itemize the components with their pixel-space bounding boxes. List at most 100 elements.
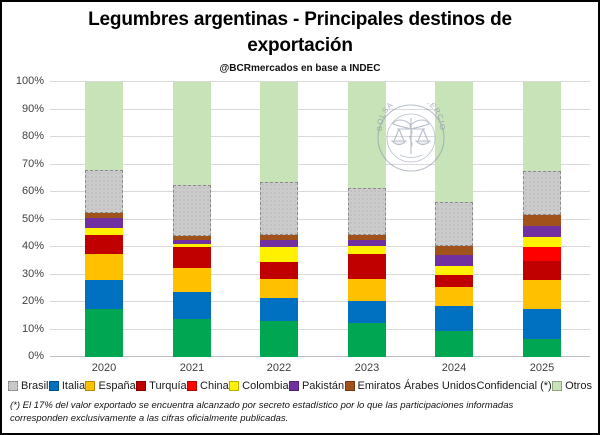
gridline-10% [50,328,590,330]
legend-swatch-pakistan [288,381,299,391]
legend-label-colombia: Colombia [242,380,289,392]
legend-swatch-china [187,381,198,391]
y-tick-50%: 50% [21,212,44,225]
bar-segment-italia-2021 [173,292,211,319]
legend-item-otros: Otros [552,380,592,392]
page-title-text: Legumbres argentinas - Principales desti… [88,9,512,56]
bar-segment-italia-2025 [523,308,561,340]
gridline-20% [50,301,590,302]
y-tick-40%: 40% [21,240,44,252]
legend-swatch-espana [85,381,96,391]
bar-segment-emiratos-arabes-unidos-2020 [85,212,123,219]
y-tick-70%: 70% [21,157,44,170]
bar-segment-confidencial-2020 [85,170,123,213]
legend-swatch-turquia [136,381,147,391]
bar-segment-brasil-2021 [173,318,211,357]
legend-item-confidencial: Confidencial (*) [8,380,552,392]
legend: Brasil Italia España Turquía China Colombia Pa… [8,378,592,394]
legend-label-confidencial: Confidencial (*) [476,380,552,392]
legend-item-italia: Italia [48,380,85,392]
bar-segment-colombia-2020 [85,227,123,235]
chart-subtitle: @BCRmercados en base a INDEC [219,63,381,74]
bar-segment-otros-2022 [260,82,298,183]
bar-segment-italia-2024 [435,306,473,331]
gridline-100% [50,81,590,82]
y-tick-60%: 60% [21,185,44,197]
legend-item-china: China [187,380,229,392]
bar-segment-espana-2020 [85,253,123,280]
gridline-30% [50,273,590,275]
x-tick-2024: 2024 [441,362,467,374]
bar-2022 [260,82,298,357]
x-tick-2020: 2020 [91,362,117,374]
bar-segment-otros-2020 [85,82,123,170]
bar-segment-emiratos-arabes-unidos-2021 [173,236,211,241]
y-tick-90%: 90% [21,102,44,115]
gridline-60% [50,191,590,192]
gridline-70% [50,163,590,165]
footnote: (*) El 17% del valor exportado se encuen… [10,400,514,425]
bar-segment-turquia-2021 [173,247,211,268]
bar-segment-espana-2021 [173,267,211,293]
bar-segment-pakistan-2024 [435,255,473,267]
bar-2024 [435,82,473,357]
bar-segment-pakistan-2021 [173,240,211,245]
bar-segment-espana-2025 [523,280,561,309]
bar-segment-pakistan-2025 [523,226,561,238]
bar-segment-confidencial-2022 [260,182,298,235]
legend-item-pakistan: Pakistán [288,380,345,392]
bar-segment-pakistan-2022 [260,240,298,247]
legend-item-colombia: Colombia [229,380,289,392]
legend-swatch-colombia [229,381,240,391]
bar-segment-brasil-2020 [85,308,123,357]
bar-segment-confidencial-2025 [523,171,561,216]
legend-item-espana: España [85,380,136,392]
y-tick-20%: 20% [21,295,44,307]
y-tick-80%: 80% [21,130,44,142]
x-tick-2022: 2022 [266,362,292,374]
gridline-50% [50,218,590,220]
legend-swatch-emiratos-arabes-unidos [344,381,355,391]
bar-segment-emiratos-arabes-unidos-2023 [348,234,386,241]
legend-swatch-confidencial [8,381,18,391]
gridline-0% [50,356,590,357]
legend-label-china: China [200,380,229,392]
bar-segment-pakistan-2020 [85,218,123,228]
legend-label-espana: España [98,380,136,392]
legend-label-emiratos-arabes-unidos: Emiratos Árabes Unidos [357,380,477,392]
page-title: Legumbres argentinas - Principales desti… [2,7,598,58]
bar-segment-china-2025 [523,247,561,261]
y-tick-10%: 10% [21,322,44,335]
bar-segment-turquia-2022 [260,262,298,279]
bar-2025 [523,82,561,357]
x-tick-2021: 2021 [179,362,205,374]
legend-item-emiratos-arabes-unidos: Emiratos Árabes Unidos [344,380,477,392]
bar-segment-brasil-2022 [260,321,298,357]
bar-segment-confidencial-2021 [173,185,211,236]
bar-segment-turquia-2020 [85,234,123,254]
bar-segment-italia-2023 [348,300,386,323]
legend-label-pakistan: Pakistán [301,380,345,392]
bar-segment-otros-2025 [523,82,561,172]
x-tick-2025: 2025 [529,362,555,374]
bar-segment-turquia-2024 [435,274,473,287]
x-tick-2023: 2023 [354,362,380,374]
bar-segment-turquia-2025 [523,260,561,280]
bar-segment-espana-2022 [260,278,298,298]
gridline-90% [50,108,590,110]
bar-segment-emiratos-arabes-unidos-2024 [435,245,473,256]
y-tick-30%: 30% [21,267,44,280]
bar-segment-otros-2023 [348,82,386,188]
bar-segment-confidencial-2023 [348,187,386,235]
bar-segment-turquia-2023 [348,253,386,279]
bar-2021 [173,82,211,357]
bar-2020 [85,82,123,357]
bar-segment-otros-2021 [173,82,211,186]
bar-segment-brasil-2023 [348,322,386,357]
bar-2023 [348,82,386,357]
legend-swatch-otros [552,381,563,391]
bar-segment-italia-2022 [260,297,298,322]
bar-segment-emiratos-arabes-unidos-2025 [523,215,561,227]
bar-segment-colombia-2023 [348,245,386,254]
